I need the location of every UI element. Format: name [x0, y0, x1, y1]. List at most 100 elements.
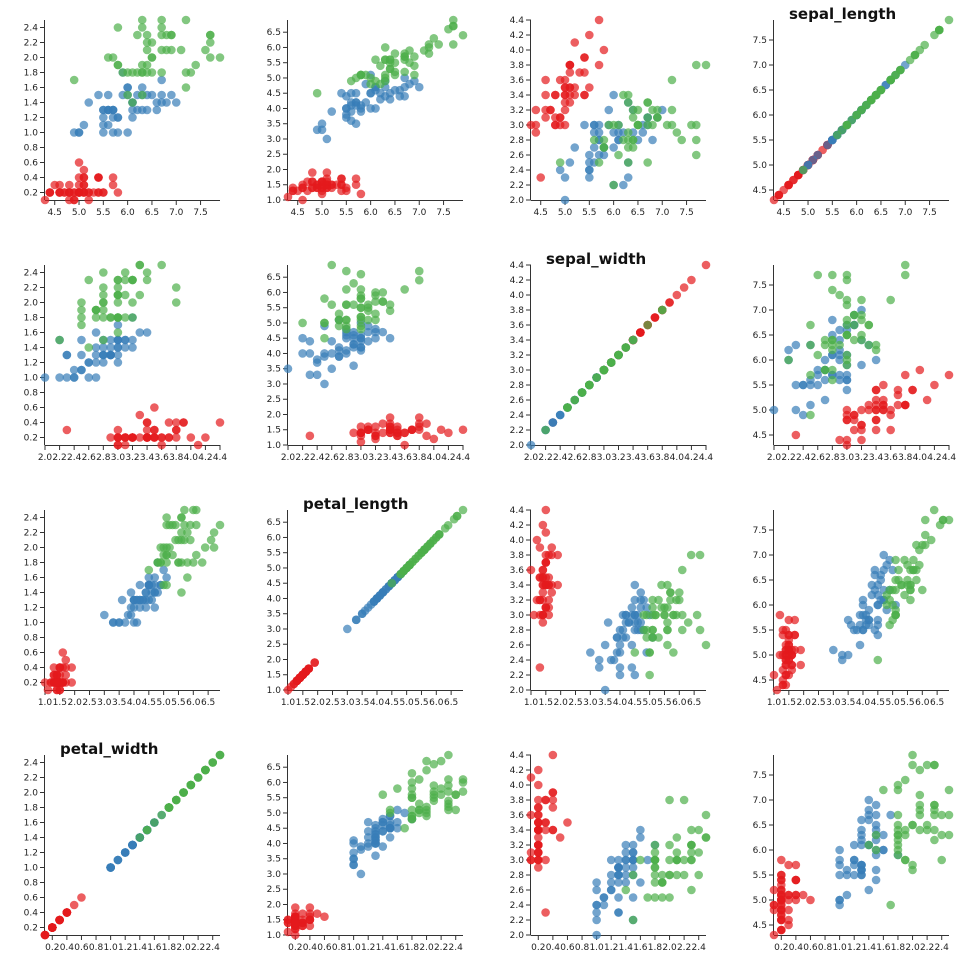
point — [162, 513, 171, 522]
point — [393, 431, 402, 441]
point — [356, 324, 366, 334]
point — [334, 309, 344, 319]
point — [915, 560, 924, 570]
x-tick-label: 0.4 — [546, 943, 561, 953]
point — [215, 53, 225, 62]
point — [407, 784, 417, 793]
point — [405, 46, 414, 55]
point — [135, 260, 145, 270]
point — [123, 128, 132, 137]
point — [157, 433, 166, 442]
y-tick-label: 3.2 — [510, 351, 524, 361]
panel: 2.0 2.2 2.4 2.6 2.8 3.0 3.2 3.4 3.6 3.8 4.0 4.2 4.40… — [24, 260, 227, 463]
y-tick-label: 2.0 — [510, 931, 525, 941]
point — [888, 585, 897, 595]
point — [533, 840, 543, 850]
point — [580, 90, 589, 100]
x-tick-label: 6.5 — [444, 698, 458, 708]
point — [879, 550, 889, 560]
point — [67, 678, 76, 687]
point — [648, 633, 657, 642]
point — [600, 685, 610, 695]
point — [113, 350, 123, 360]
point — [378, 790, 388, 799]
point — [828, 340, 837, 350]
point — [691, 135, 701, 145]
y-tick-label: 0.4 — [24, 419, 39, 429]
x-tick-label: 2.5 — [325, 698, 339, 708]
point — [458, 505, 468, 515]
x-tick-label: 6.5 — [874, 208, 888, 218]
point — [912, 575, 921, 585]
point — [414, 551, 423, 561]
y-tick-label: 7.5 — [753, 281, 767, 291]
point — [606, 878, 616, 887]
point — [91, 358, 101, 367]
point — [541, 558, 551, 567]
x-tick-label: 3.4 — [383, 453, 398, 463]
point — [371, 55, 380, 64]
point — [832, 130, 842, 140]
point — [541, 908, 550, 917]
x-tick-label: 6.0 — [915, 698, 930, 708]
point — [356, 315, 366, 325]
point — [429, 434, 439, 444]
x-tick-label: 5.5 — [171, 698, 185, 708]
point — [570, 83, 580, 92]
x-tick-label: 4.0 — [127, 698, 142, 708]
point — [526, 810, 536, 820]
point — [849, 310, 859, 320]
point — [538, 520, 548, 530]
y-tick-label: 7.5 — [753, 771, 767, 781]
point — [870, 625, 880, 635]
y-tick-label: 2.4 — [24, 759, 39, 769]
panel: 0.2 0.4 0.6 0.8 1.0 1.2 1.4 1.6 1.8 2.0 2.2 2.41.01… — [267, 750, 468, 953]
y-tick-label: 4.0 — [510, 291, 525, 301]
point — [55, 188, 64, 197]
point — [687, 275, 696, 285]
point — [879, 565, 889, 575]
point — [91, 350, 101, 360]
point — [615, 648, 625, 657]
point — [666, 588, 675, 597]
point — [650, 840, 660, 850]
point — [150, 425, 159, 435]
point — [150, 603, 160, 612]
point — [400, 823, 409, 833]
point — [857, 815, 866, 825]
point — [657, 580, 666, 590]
point — [120, 343, 130, 352]
point — [363, 833, 373, 842]
x-tick-label: 2.4 — [206, 943, 221, 953]
y-tick-label: 1.2 — [24, 359, 38, 369]
point — [633, 120, 643, 130]
point — [113, 425, 123, 435]
point — [653, 113, 662, 122]
point — [533, 803, 543, 812]
y-tick-label: 3.4 — [510, 91, 525, 101]
point — [424, 49, 434, 58]
point — [361, 70, 371, 80]
point — [183, 558, 192, 567]
point — [835, 845, 844, 855]
point — [536, 173, 546, 182]
x-tick-label: 4.5 — [291, 208, 305, 218]
point — [375, 591, 385, 600]
point — [677, 135, 686, 145]
point — [548, 750, 558, 760]
point — [623, 143, 633, 152]
y-tick-label: 2.0 — [267, 165, 282, 175]
x-tick-label: 1.4 — [862, 943, 877, 953]
point — [599, 135, 609, 145]
point — [657, 878, 667, 887]
point — [526, 565, 536, 575]
point — [871, 810, 881, 820]
x-tick-label: 5.0 — [156, 698, 171, 708]
x-tick-label: 4.5 — [777, 208, 791, 218]
point — [686, 550, 696, 560]
point — [79, 173, 89, 182]
point — [334, 343, 344, 352]
point — [186, 433, 196, 442]
y-tick-label: 4.5 — [267, 89, 281, 99]
